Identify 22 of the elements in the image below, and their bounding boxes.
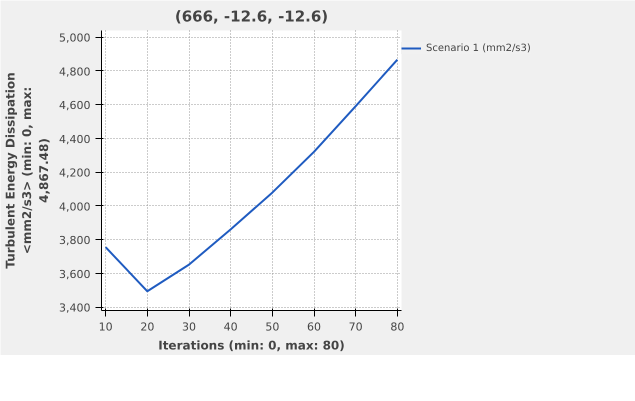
legend-label: Scenario 1 (mm2/s3) bbox=[426, 42, 531, 54]
y-tick-label: 4,200 bbox=[59, 166, 91, 180]
x-tick-label: 40 bbox=[224, 320, 238, 334]
x-tick-label: 80 bbox=[390, 320, 404, 334]
x-tick-label: 50 bbox=[265, 320, 280, 334]
y-tick-label: 4,800 bbox=[59, 65, 91, 78]
line-series bbox=[104, 58, 398, 292]
y-tick-label: 3,400 bbox=[59, 302, 91, 315]
y-axis-title: Turbulent Energy Dissipation <mm2/s3> (min: 0, max: 4,867.48) bbox=[3, 72, 52, 269]
x-axis-title: Iterations (min: 0, max: 80) bbox=[158, 338, 345, 352]
chart-title: (666, -12.6, -12.6) bbox=[174, 8, 328, 26]
x-tick-label: 70 bbox=[348, 320, 363, 334]
y-tick-label: 4,000 bbox=[59, 200, 91, 214]
x-tick-label: 60 bbox=[307, 320, 321, 334]
x-tick-label: 20 bbox=[140, 320, 154, 334]
y-tick-label: 4,600 bbox=[59, 99, 91, 112]
y-tick-label: 3,600 bbox=[59, 268, 91, 281]
y-tick-label: 3,800 bbox=[59, 234, 91, 248]
y-tick-label: 4,400 bbox=[59, 132, 91, 146]
y-tick-label: 5,000 bbox=[59, 32, 91, 45]
x-tick-label: 10 bbox=[98, 320, 113, 334]
x-tick-label: 30 bbox=[182, 320, 196, 334]
